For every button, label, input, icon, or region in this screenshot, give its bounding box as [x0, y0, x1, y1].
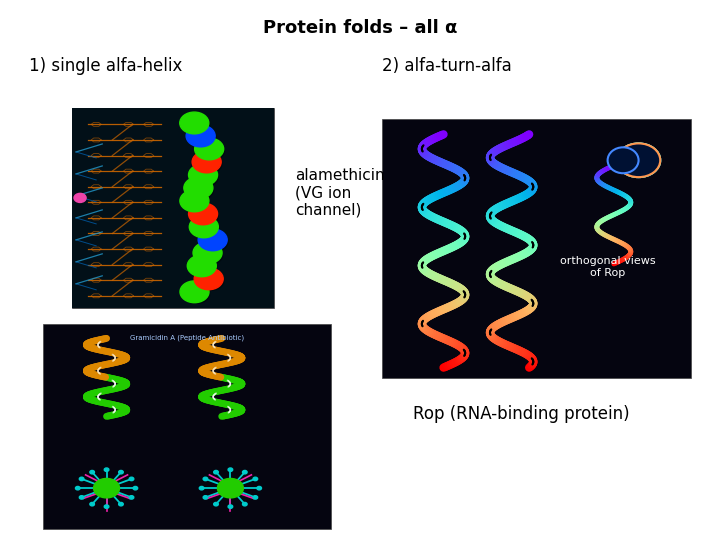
Circle shape [129, 477, 134, 481]
Circle shape [90, 502, 94, 506]
Circle shape [228, 468, 233, 471]
Circle shape [253, 496, 258, 499]
Bar [43, 324, 331, 529]
Circle shape [203, 477, 208, 481]
Circle shape [184, 177, 213, 199]
Circle shape [243, 470, 247, 474]
Ellipse shape [608, 147, 639, 173]
Circle shape [243, 502, 247, 506]
Circle shape [189, 216, 218, 238]
Circle shape [186, 125, 215, 147]
Circle shape [199, 142, 225, 160]
Circle shape [217, 478, 243, 498]
Text: Rop (RNA-binding protein): Rop (RNA-binding protein) [413, 405, 629, 423]
Circle shape [180, 190, 209, 212]
Circle shape [185, 116, 210, 134]
Circle shape [90, 470, 94, 474]
Circle shape [76, 487, 80, 490]
Circle shape [203, 496, 208, 499]
Text: 1) single alfa-helix: 1) single alfa-helix [29, 57, 182, 75]
Circle shape [214, 502, 218, 506]
Circle shape [74, 193, 86, 202]
Circle shape [203, 233, 228, 251]
Circle shape [198, 246, 222, 264]
Ellipse shape [617, 144, 660, 177]
Circle shape [189, 164, 217, 186]
Circle shape [187, 255, 216, 276]
Text: Gramicidin A (Peptide Antibiotic): Gramicidin A (Peptide Antibiotic) [130, 334, 244, 341]
Circle shape [119, 502, 123, 506]
Circle shape [79, 496, 84, 499]
Text: 2) alfa-turn-alfa: 2) alfa-turn-alfa [382, 57, 511, 75]
Circle shape [79, 477, 84, 481]
Circle shape [119, 470, 123, 474]
Circle shape [194, 207, 218, 225]
Circle shape [133, 487, 138, 490]
Circle shape [257, 487, 261, 490]
Circle shape [214, 470, 218, 474]
Circle shape [180, 281, 209, 303]
Circle shape [185, 285, 210, 303]
Circle shape [194, 138, 224, 160]
Circle shape [104, 468, 109, 471]
Text: Protein folds – all α: Protein folds – all α [263, 19, 457, 37]
Circle shape [193, 242, 222, 264]
Bar [72, 108, 274, 308]
Circle shape [199, 487, 204, 490]
Text: orthogonal views
of Rop: orthogonal views of Rop [559, 256, 655, 278]
Circle shape [192, 259, 217, 277]
Bar [382, 119, 691, 378]
Circle shape [185, 194, 210, 212]
Circle shape [197, 155, 222, 173]
Circle shape [194, 168, 218, 186]
Circle shape [228, 505, 233, 508]
Circle shape [104, 505, 109, 508]
Circle shape [199, 272, 224, 291]
Circle shape [189, 181, 214, 199]
Circle shape [198, 229, 228, 251]
Ellipse shape [617, 144, 660, 177]
Circle shape [129, 496, 134, 499]
Circle shape [192, 151, 221, 173]
Circle shape [192, 129, 216, 147]
Circle shape [180, 112, 209, 134]
Bar [72, 108, 274, 308]
Circle shape [194, 268, 223, 290]
Circle shape [253, 477, 258, 481]
Ellipse shape [617, 144, 660, 177]
Circle shape [94, 478, 120, 498]
Text: alamethicin
(VG ion
channel): alamethicin (VG ion channel) [295, 168, 384, 218]
Circle shape [194, 220, 219, 238]
Circle shape [189, 203, 217, 225]
